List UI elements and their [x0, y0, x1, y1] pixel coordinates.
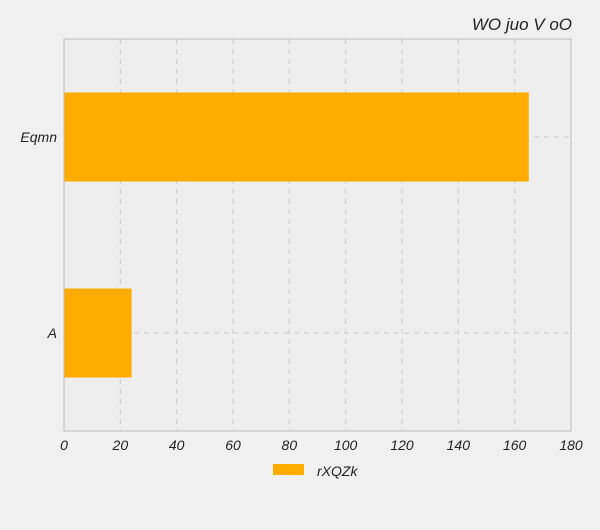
x-axis-ticks: 0 20 40 60 80 100 120 140 160 180 [60, 437, 583, 453]
x-tick-label: 140 [447, 437, 471, 453]
x-tick-label: 80 [282, 437, 298, 453]
y-tick-label: Eqmn [20, 129, 57, 145]
y-tick-label: A [47, 325, 57, 341]
plot-frame [63, 38, 572, 432]
x-tick-label: 60 [225, 437, 241, 453]
bar-eqmn [64, 92, 529, 182]
bar-a [64, 288, 132, 378]
legend: rXQZk [273, 463, 358, 479]
legend-swatch [273, 464, 304, 475]
x-tick-label: 100 [334, 437, 358, 453]
x-tick-label: 40 [169, 437, 185, 453]
x-tick-label: 120 [390, 437, 414, 453]
x-tick-label: 0 [60, 437, 68, 453]
x-tick-label: 160 [503, 437, 527, 453]
chart-title: WO juo V oO [472, 15, 572, 34]
x-tick-label: 180 [559, 437, 583, 453]
y-axis-ticks: A Eqmn [20, 129, 57, 341]
bars [64, 92, 529, 378]
x-tick-label: 20 [112, 437, 129, 453]
legend-label: rXQZk [317, 463, 358, 479]
